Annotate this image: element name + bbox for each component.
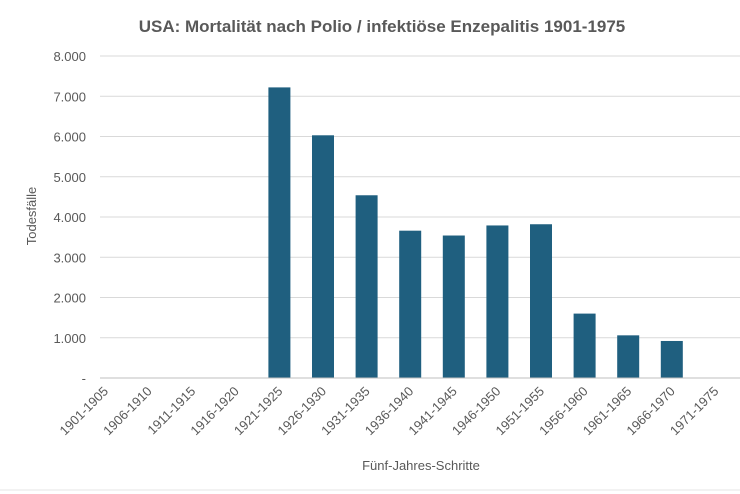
bar-1931-1935 (355, 195, 378, 378)
bar-1926-1930 (312, 135, 334, 378)
x-tick-labels: 1901-19051906-19101911-19151916-19201921… (57, 384, 722, 439)
bar-1956-1960 (573, 313, 596, 378)
y-tick-labels: - 1.000 2.000 3.000 4.000 5.000 6.000 7.000 8.00… (53, 49, 86, 386)
y-tick-label: 7.000 (53, 89, 86, 104)
y-tick-label: 2.000 (53, 291, 86, 306)
bar-1921-1925 (268, 87, 291, 379)
y-axis-label: Todesfälle (24, 187, 39, 246)
bar-1936-1940 (399, 230, 422, 378)
y-tick-label: 3.000 (53, 250, 86, 265)
bar-1961-1965 (617, 335, 640, 378)
bars (268, 87, 683, 379)
x-axis-label: Fünf-Jahres-Schritte (362, 458, 480, 473)
bar-1951-1955 (530, 224, 552, 378)
chart-title: USA: Mortalität nach Polio / infektiöse … (139, 17, 626, 36)
y-tick-label: 6.000 (53, 130, 86, 145)
bar-1946-1950 (486, 225, 509, 378)
bar-1941-1945 (442, 235, 465, 378)
y-tick-label: - (82, 371, 86, 386)
y-tick-label: 5.000 (53, 170, 86, 185)
y-tick-label: 4.000 (53, 210, 86, 225)
bar-1966-1970 (660, 340, 683, 378)
y-tick-label: 8.000 (53, 49, 86, 64)
y-tick-label: 1.000 (53, 331, 86, 346)
